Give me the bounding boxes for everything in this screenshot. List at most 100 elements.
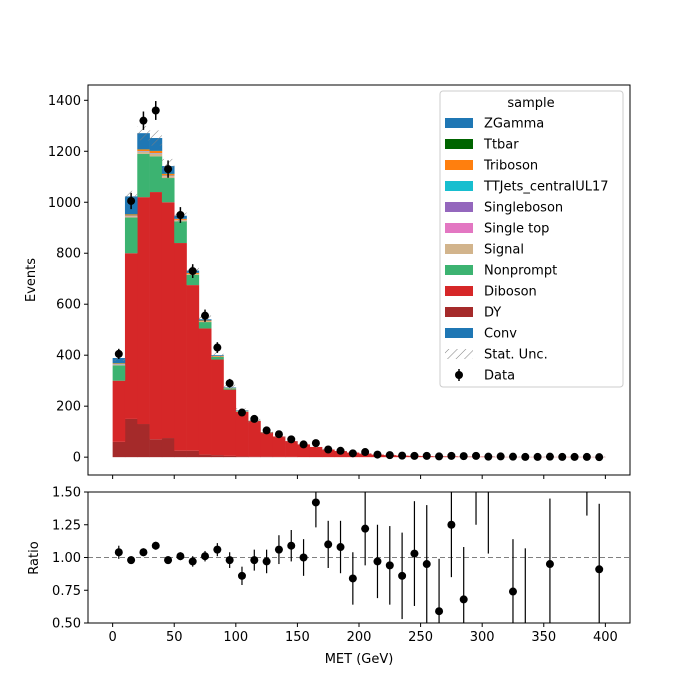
bar-nonprompt-3 <box>149 156 163 193</box>
ratio-point-28 <box>459 595 468 604</box>
ratio-point-2 <box>139 548 148 557</box>
data-point-18 <box>336 446 345 455</box>
data-point-5 <box>176 211 185 219</box>
legend-label-ttbar: Ttbar <box>483 138 519 153</box>
bar-dy-12 <box>260 456 274 458</box>
ratio-point-27 <box>447 520 456 529</box>
data-point-34 <box>533 452 542 461</box>
bar-nonprompt-0 <box>112 365 126 381</box>
bar-diboson-11 <box>248 420 261 457</box>
bar-diboson-7 <box>198 328 212 455</box>
bar-diboson-6 <box>186 285 200 451</box>
legend-label-single-top: Single top <box>484 222 549 237</box>
data-point-3 <box>151 106 160 115</box>
legend-swatch-nonprompt <box>445 265 473 275</box>
bar-diboson-2 <box>137 197 150 425</box>
ratio-point-31 <box>508 587 517 596</box>
ratio-point-16 <box>311 498 320 507</box>
ratio-ytick-label-0.75: 0.75 <box>52 584 81 599</box>
bar-triboson-0 <box>112 363 126 364</box>
data-point-13 <box>274 430 283 439</box>
ratio-xtick-label-350: 350 <box>531 630 556 645</box>
bar-dy-3 <box>149 439 163 458</box>
ratio-point-8 <box>213 545 222 554</box>
main-x-ticks <box>112 475 606 479</box>
ratio-y-axis-label: Ratio <box>27 541 42 574</box>
bar-dy-6 <box>186 450 200 458</box>
ratio-point-13 <box>274 545 283 554</box>
legend-label-ttjets-centralul17: TTJets_centralUL17 <box>483 180 609 195</box>
data-point-6 <box>188 267 197 276</box>
main-ytick-label-0: 0 <box>73 451 81 466</box>
data-point-21 <box>373 450 382 459</box>
data-point-15 <box>299 440 308 449</box>
ratio-point-0 <box>114 548 123 557</box>
legend-swatch-singleboson <box>445 202 473 212</box>
legend-label-diboson: Diboson <box>484 285 537 300</box>
ratio-xtick-label-50: 50 <box>166 630 183 645</box>
ratio-point-35 <box>595 565 604 574</box>
bar-dy-1 <box>124 418 138 458</box>
bar-dy-9 <box>223 455 237 458</box>
data-point-25 <box>422 451 431 460</box>
legend-label-triboson: Triboson <box>483 159 538 174</box>
bar-diboson-16 <box>309 446 323 458</box>
ratio-xtick-label-0: 0 <box>108 630 116 645</box>
main-ytick-label-200: 200 <box>56 400 81 415</box>
legend-label-conv: Conv <box>484 327 517 342</box>
data-point-10 <box>237 408 246 417</box>
bar-triboson-1 <box>124 214 138 216</box>
data-point-29 <box>472 451 481 460</box>
bar-signal-0 <box>112 364 126 366</box>
bar-signal-2 <box>137 151 150 154</box>
data-point-35 <box>545 452 554 461</box>
data-point-16 <box>311 439 320 448</box>
legend-swatch-ttbar <box>445 139 473 149</box>
bar-dy-11 <box>248 456 261 458</box>
data-point-2 <box>139 116 148 125</box>
ratio-points <box>114 498 604 616</box>
bar-dy-0 <box>112 441 126 458</box>
ratio-point-4 <box>164 556 173 565</box>
bar-triboson-3 <box>149 151 163 154</box>
bar-signal-3 <box>149 153 163 157</box>
legend-swatch-ttjets-centralul17 <box>445 181 473 191</box>
data-point-7 <box>201 311 210 320</box>
main-ytick-label-800: 800 <box>56 247 81 262</box>
data-point-4 <box>164 165 173 174</box>
legend-swatch-signal <box>445 244 473 254</box>
bar-signal-1 <box>124 216 138 218</box>
main-ytick-label-1000: 1000 <box>48 196 81 211</box>
data-point-1 <box>127 196 136 205</box>
bar-diboson-5 <box>174 243 187 451</box>
data-point-37 <box>570 452 579 461</box>
legend-marker-data <box>455 371 463 379</box>
ratio-ytick-label-1.00: 1.00 <box>52 551 81 566</box>
ratio-point-21 <box>373 557 382 566</box>
data-point-31 <box>496 452 505 461</box>
ratio-panel: 0.50 0.75 1.00 1.25 1.50 0 50 100 150 200 250 300 3… <box>27 486 631 667</box>
legend: sample ZGamma Ttbar Triboson TTJets_central… <box>439 90 624 388</box>
main-ytick-label-1400: 1400 <box>48 94 81 109</box>
bar-nonprompt-1 <box>124 217 138 254</box>
ratio-xtick-label-100: 100 <box>223 630 248 645</box>
ratio-point-15 <box>299 553 308 562</box>
bar-nonprompt-2 <box>137 153 150 198</box>
bar-diboson-9 <box>223 389 237 456</box>
legend-swatch-conv <box>445 328 473 338</box>
ratio-point-33 <box>545 560 554 569</box>
data-point-9 <box>225 379 234 388</box>
data-point-26 <box>435 452 444 461</box>
ratio-point-22 <box>385 561 394 570</box>
bar-dy-5 <box>174 450 187 458</box>
bar-nonprompt-4 <box>161 178 175 203</box>
bar-diboson-15 <box>297 444 311 458</box>
ratio-point-12 <box>262 557 271 566</box>
bar-diboson-0 <box>112 380 126 442</box>
ratio-point-23 <box>398 571 407 580</box>
ratio-point-14 <box>287 541 296 550</box>
ratio-point-24 <box>410 549 419 558</box>
main-ytick-label-1200: 1200 <box>48 145 81 160</box>
data-point-17 <box>324 445 333 454</box>
